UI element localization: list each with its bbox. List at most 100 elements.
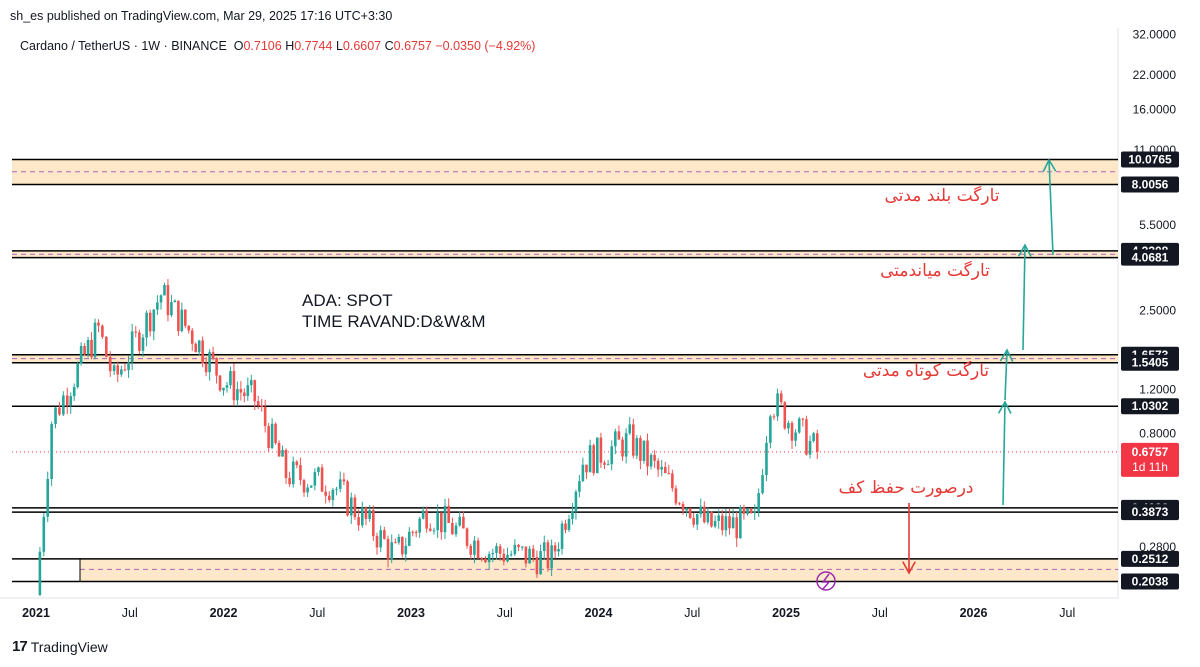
candle [411, 530, 415, 537]
candle-body [239, 389, 243, 393]
candle [772, 413, 776, 421]
candle-body [487, 554, 491, 563]
candle [815, 429, 819, 460]
candle-body [331, 489, 335, 500]
tradingview-logo[interactable]: 17 TradingView [12, 638, 108, 655]
candle-body [324, 491, 327, 496]
low-label: L [335, 39, 343, 53]
candle [401, 536, 404, 558]
candle-body [688, 508, 692, 518]
annotation-subtitle: TIME RAVAND:D&W&M [302, 312, 486, 331]
candle [211, 346, 215, 361]
candle-body [302, 480, 306, 493]
candle [595, 437, 599, 474]
candle-body [260, 405, 263, 408]
candle [173, 299, 177, 303]
candle-body [148, 312, 152, 332]
candle-body [531, 548, 535, 558]
price-axis: 32.000022.000016.000011.00005.50002.5000… [1121, 28, 1179, 590]
zone-fill-3 [80, 558, 1118, 582]
candle [375, 532, 379, 555]
candle [491, 548, 495, 563]
candle [599, 432, 603, 469]
candle-body [667, 473, 671, 475]
candle-body [808, 441, 812, 455]
candle-body [588, 445, 592, 473]
candle-body [211, 352, 215, 359]
candle-body [724, 516, 728, 531]
candle-body [256, 401, 260, 406]
candle-body [134, 331, 138, 333]
candle-body [805, 419, 808, 455]
candle-body [127, 362, 130, 371]
candle-body [425, 510, 428, 529]
candle [342, 472, 346, 486]
price-label-badge: 10.0765 [1121, 151, 1179, 168]
candle-body [270, 423, 274, 448]
candle [425, 506, 428, 533]
candle-body [372, 510, 375, 536]
candle [632, 418, 635, 459]
candle-body [484, 558, 487, 563]
candle [72, 383, 76, 402]
candle-body [159, 295, 163, 303]
candle-body [197, 340, 201, 353]
candle-body [194, 343, 198, 353]
candle-body [54, 407, 57, 424]
candle [281, 445, 284, 457]
candle [564, 519, 567, 534]
candle [649, 453, 653, 470]
candle-body [418, 518, 421, 533]
candle-body [215, 358, 218, 376]
candle [588, 439, 592, 473]
candle [735, 511, 739, 548]
candle [120, 365, 123, 377]
candle [688, 507, 692, 520]
candle [653, 450, 656, 469]
candle [320, 464, 324, 492]
candle-body [491, 552, 495, 555]
candle-body [706, 511, 710, 523]
candle [208, 349, 211, 381]
high-label: H [285, 39, 295, 53]
candle [130, 323, 134, 371]
candle-body [465, 528, 469, 546]
candle-body [101, 325, 104, 337]
long-target-label: تارگت بلند مدتی [884, 185, 999, 206]
candle-body [606, 464, 610, 466]
candle [331, 487, 335, 507]
close-label: C [384, 39, 394, 53]
candle [429, 523, 432, 532]
candle-body [717, 515, 720, 521]
candle [550, 539, 553, 577]
candle-body [295, 461, 299, 466]
stop-loss-label: درصورت حفظ کف [839, 478, 974, 498]
candle-body [498, 546, 502, 554]
candle [379, 525, 382, 553]
candle [546, 539, 550, 572]
candle [553, 542, 557, 559]
candle [349, 492, 353, 525]
candle-body [509, 554, 513, 556]
symbol-name[interactable]: Cardano / TetherUS · 1W · BINANCE [20, 39, 227, 53]
candle [571, 502, 574, 525]
candle [184, 309, 187, 329]
candle-body [639, 438, 642, 461]
candle-body [232, 371, 236, 401]
tradingview-logo-text: TradingView [30, 638, 108, 655]
candle [256, 395, 260, 410]
candle [335, 486, 338, 496]
candle [585, 464, 588, 479]
candle [695, 513, 699, 530]
candle [681, 501, 685, 515]
candle-body [218, 375, 222, 391]
price-label-text: 10.0765 [1128, 153, 1172, 167]
candle [805, 415, 808, 456]
candle [156, 295, 159, 315]
low-value: 0.6607 [342, 39, 382, 53]
candle [86, 336, 90, 358]
candle-body [204, 363, 208, 373]
candle [720, 509, 724, 536]
